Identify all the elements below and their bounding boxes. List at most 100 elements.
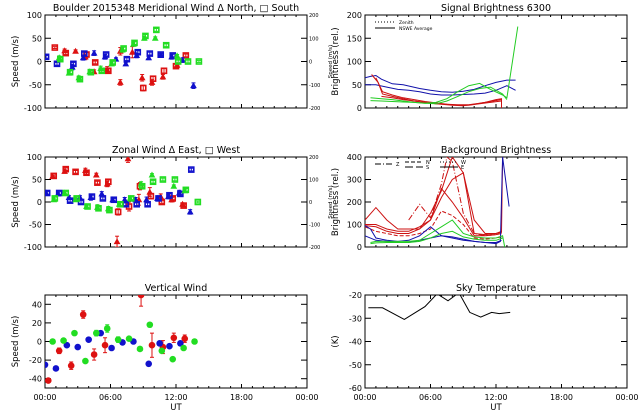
chart-title: Signal Brightness 6300 (441, 3, 551, 14)
data-point-triangle (190, 82, 197, 89)
y-tick-label: 200 (347, 198, 362, 207)
data-point-square (149, 75, 157, 83)
chart-title: Boulder 2015348 Meridional Wind Δ North,… (53, 3, 299, 14)
chart-skytemp: Sky Temperature 00:00 06:00 12:00 18:00 00:00… (331, 283, 639, 413)
data-point-square (102, 51, 110, 58)
data-point-square (51, 44, 59, 51)
data-point (45, 377, 52, 384)
data-point-square (134, 48, 142, 56)
data-point (67, 362, 75, 369)
plot-area (45, 157, 202, 247)
data-point (101, 341, 109, 349)
data-point (191, 338, 198, 345)
data-point-square (117, 200, 124, 208)
data-point-square (45, 53, 50, 61)
y-tick-label: -40 (349, 338, 362, 347)
plot-frame (44, 294, 308, 389)
y-tick-label: -100 (24, 104, 42, 113)
data-point-triangle (151, 34, 159, 41)
data-point (114, 336, 122, 343)
y-axis-label: Brightness (rel.) (331, 168, 341, 236)
data-point-square (194, 198, 202, 206)
data-point (136, 345, 144, 353)
plot-area (365, 157, 510, 247)
data-point-square (72, 168, 79, 176)
x-tick-label: 06:00 (419, 393, 442, 402)
data-point-square (106, 206, 113, 214)
data-point (45, 361, 49, 369)
y-tick-label: 50 (32, 176, 42, 185)
data-point-square (105, 67, 112, 75)
data-point-square (66, 197, 74, 204)
data-point (82, 357, 89, 365)
y-right-tick-label: -200 (309, 106, 320, 112)
y-tick-label: 300 (347, 176, 362, 185)
chart-signal: Signal Brightness 6300 0 50 100 150 200 Bright… (331, 3, 628, 113)
data-point-square (169, 52, 177, 59)
data-point-square (99, 195, 107, 202)
legend-label: Z (396, 162, 400, 168)
y-tick-label: 200 (347, 11, 362, 20)
y-axis-label: Brightness (rel.) (331, 27, 341, 95)
series-green-1 (370, 26, 519, 104)
data-point-square (147, 192, 155, 200)
data-point-triangle (113, 238, 121, 245)
y-tick-label: -40 (29, 375, 42, 384)
y-tick-label: 0 (37, 338, 42, 347)
data-point-square (109, 59, 116, 66)
y-right-tick-label: 100 (309, 36, 319, 42)
y-tick-label: 100 (27, 11, 42, 20)
y-right-tick-label: -100 (309, 223, 320, 229)
x-tick-label: 18:00 (550, 393, 573, 402)
chart-title: Zonal Wind Δ East, □ West (112, 145, 240, 156)
data-point-square (45, 189, 51, 197)
data-point-square (133, 200, 140, 208)
y-tick-label: 0 (357, 104, 362, 113)
x-tick-label: 06:00 (99, 393, 122, 402)
y-tick-label: 0 (357, 243, 362, 252)
data-point (169, 355, 177, 363)
y-tick-label: -30 (349, 314, 362, 323)
data-point-square (153, 26, 160, 34)
data-point (74, 343, 82, 351)
data-point-triangle (92, 171, 100, 178)
data-point-triangle (122, 60, 130, 67)
plot-area (365, 26, 519, 108)
data-point-triangle (173, 52, 181, 59)
y-right-tick-label: 100 (309, 178, 319, 184)
y-right-tick-label: 200 (309, 155, 319, 161)
y-tick-label: 0 (37, 58, 42, 67)
series-green (49, 321, 198, 365)
series-red-3 (381, 95, 502, 106)
data-point-square (195, 58, 203, 65)
y-tick-label: 100 (347, 221, 362, 230)
y-right-tick-label: 0 (309, 200, 312, 206)
legend-label: E (461, 165, 464, 171)
data-point-square (155, 195, 162, 202)
data-point-square (138, 182, 146, 190)
data-point-triangle (138, 74, 146, 81)
data-point-square (105, 178, 112, 186)
chart-background: Background Brightness 0 100 200 300 400 Bright… (331, 145, 628, 252)
data-point-square (182, 186, 190, 194)
plot-area (368, 295, 511, 320)
data-point (55, 347, 63, 355)
y-right-tick-label: -200 (309, 245, 320, 251)
data-point-triangle (128, 48, 136, 55)
x-axis-label: UT (490, 403, 502, 413)
series-green-2 (370, 86, 508, 105)
legend-label: NSWE Average (399, 26, 433, 32)
series-blue-2 (365, 84, 516, 96)
data-point (181, 335, 189, 343)
x-tick-label: 12:00 (164, 393, 187, 402)
chart-title: Vertical Wind (145, 283, 207, 294)
y-tick-label: 20 (32, 319, 42, 328)
data-point-square (159, 176, 167, 183)
data-point (146, 321, 154, 329)
data-point-triangle (170, 182, 178, 189)
series-green (55, 26, 203, 83)
data-point (90, 351, 98, 358)
data-point-square (182, 52, 190, 59)
y-tick-label: -100 (24, 243, 42, 252)
series-red-2 (365, 171, 502, 236)
